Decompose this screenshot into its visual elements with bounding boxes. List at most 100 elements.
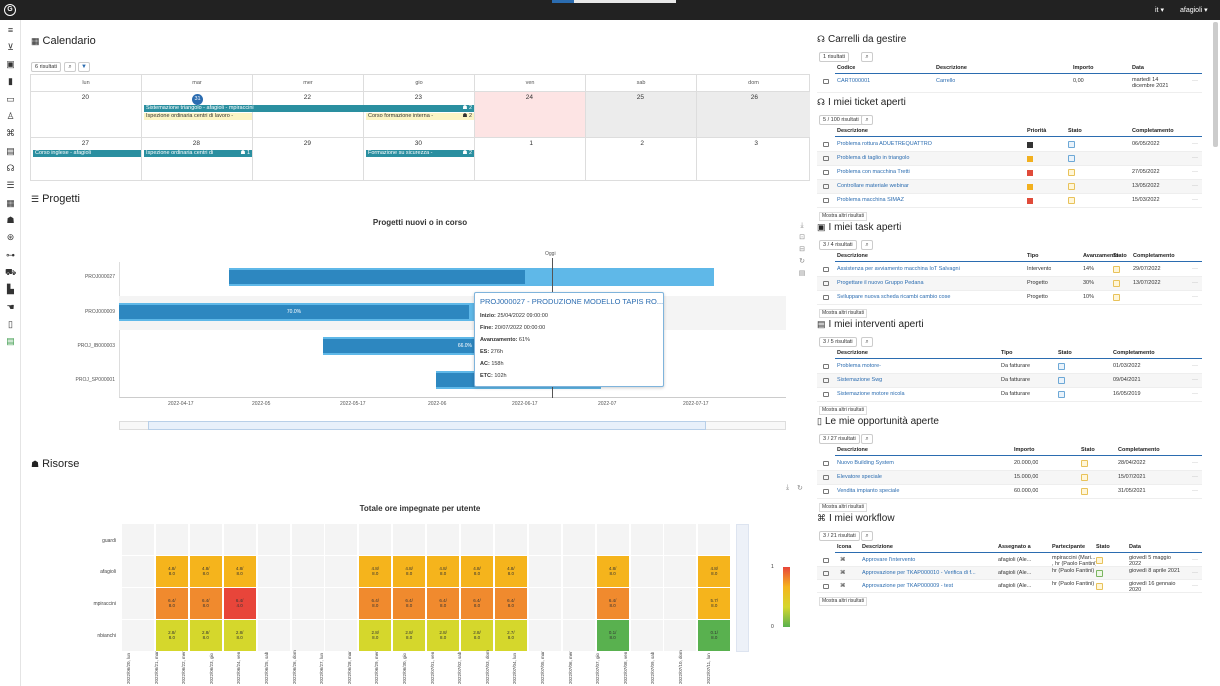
- heatmap-cell[interactable]: 6.4/ 8.0: [393, 588, 427, 620]
- heatmap-cell[interactable]: [393, 524, 427, 556]
- ticket-desc[interactable]: Controllare materiale webinar: [837, 183, 909, 189]
- heatmap-cell[interactable]: [257, 524, 291, 556]
- table-row[interactable]: Problema rottura ADUETREQUATTRO 06/05/202…: [817, 138, 1202, 152]
- row-menu-icon[interactable]: ···: [1192, 183, 1198, 189]
- table-row[interactable]: Progettare il nuovo Gruppo Pedana Progett…: [817, 277, 1202, 291]
- table-row[interactable]: Assistenza per avviamento macchina IoT S…: [817, 263, 1202, 277]
- heatmap-cell[interactable]: [528, 556, 562, 588]
- heatmap-cell[interactable]: 6.4/ 8.0: [461, 588, 494, 620]
- ticket-desc[interactable]: Problema di taglio in triangolo: [837, 155, 910, 161]
- heatmap-cell[interactable]: [630, 620, 664, 652]
- heatmap-cell[interactable]: [122, 620, 155, 652]
- search-icon[interactable]: ⌕: [64, 62, 76, 72]
- heatmap-cell[interactable]: 4.8/ 8.0: [359, 556, 393, 588]
- calendar-day[interactable]: 1: [475, 137, 586, 181]
- table-row[interactable]: Problema macchina SIMAZ 15/03/2022 ···: [817, 194, 1202, 208]
- opportunita-search-icon[interactable]: ⌕: [861, 434, 873, 444]
- workflow-desc[interactable]: Approvare l'intervento: [862, 557, 916, 563]
- task-results[interactable]: 3 / 4 risultati: [819, 240, 857, 250]
- heatmap-cell[interactable]: 4.8/ 8.0: [427, 556, 461, 588]
- heatmap-cell[interactable]: [562, 556, 596, 588]
- heatmap-cell[interactable]: 5.7/ 8.0: [698, 588, 732, 620]
- heatmap-cell[interactable]: [189, 524, 223, 556]
- table-row[interactable]: Elevatore speciale 15.000,00 15/07/2021 ···: [817, 471, 1202, 485]
- interventi-search-icon[interactable]: ⌕: [861, 337, 873, 347]
- calendar-day[interactable]: 27: [31, 137, 142, 181]
- table-row[interactable]: Controllare materiale webinar 13/05/2022 ·…: [817, 180, 1202, 194]
- open-icon[interactable]: [823, 267, 829, 272]
- heatmap-cell[interactable]: [223, 524, 257, 556]
- interventi-desc[interactable]: Problema motore-: [837, 363, 882, 369]
- open-icon[interactable]: [823, 198, 829, 203]
- row-menu-icon[interactable]: ···: [1192, 197, 1198, 203]
- calendar-day[interactable]: 30: [364, 137, 475, 181]
- heatmap-cell[interactable]: 2.8/ 8.0: [461, 620, 494, 652]
- heatmap-cell[interactable]: [291, 524, 325, 556]
- table-row[interactable]: ⌘ Approvare l'intervento afagioli (Ale... m…: [817, 554, 1202, 567]
- heatmap-cell[interactable]: [325, 620, 359, 652]
- heatmap-cell[interactable]: 4.8/ 8.0: [155, 556, 189, 588]
- row-menu-icon[interactable]: ···: [1192, 474, 1198, 480]
- heatmap-cell[interactable]: [291, 588, 325, 620]
- calendar-day[interactable]: 2: [586, 137, 697, 181]
- hand-icon[interactable]: ☚: [6, 302, 15, 312]
- truck-icon[interactable]: ⛟: [5, 267, 17, 277]
- filter-icon[interactable]: ▼: [78, 62, 90, 72]
- heatmap-cell[interactable]: [257, 588, 291, 620]
- zoom-icon[interactable]: ⊡: [799, 234, 805, 241]
- heatmap-cell[interactable]: [528, 524, 562, 556]
- heatmap-cell[interactable]: [291, 620, 325, 652]
- open-icon[interactable]: [823, 392, 829, 397]
- heatmap-cell[interactable]: [257, 556, 291, 588]
- heatmap-cell[interactable]: [664, 524, 698, 556]
- interventi-desc[interactable]: Sistemazione Swg: [837, 377, 883, 383]
- calendar-event[interactable]: Corso formazione interna - ☗ 2: [366, 113, 474, 120]
- task-desc[interactable]: Assistenza per avviamento macchina IoT S…: [837, 266, 960, 272]
- heatmap-cell[interactable]: 4.8/ 8.0: [223, 556, 257, 588]
- heatmap-scroll[interactable]: [736, 524, 749, 652]
- heatmap-cell[interactable]: [596, 524, 630, 556]
- heatmap-cell[interactable]: [257, 620, 291, 652]
- folder-icon[interactable]: ▭: [6, 94, 15, 104]
- heatmap-cell[interactable]: [562, 620, 596, 652]
- row-menu-icon[interactable]: ···: [1192, 583, 1198, 589]
- refresh-icon[interactable]: ↻: [799, 258, 805, 265]
- refresh-icon[interactable]: ↻: [797, 485, 803, 492]
- calendar-results[interactable]: 6 risultati: [31, 62, 62, 72]
- interventi-results[interactable]: 3 / 5 risultati: [819, 337, 857, 347]
- language-selector[interactable]: it ▾: [1155, 7, 1164, 14]
- heatmap-cell[interactable]: 6.4/ 8.0: [155, 588, 189, 620]
- heatmap-cell[interactable]: [325, 524, 359, 556]
- carrelli-search-icon[interactable]: ⌕: [861, 52, 873, 62]
- open-icon[interactable]: [823, 170, 829, 175]
- menu-icon[interactable]: ≡: [7, 25, 14, 35]
- calendar-day[interactable]: 25: [586, 91, 697, 137]
- opportunita-more-button[interactable]: Mostra altri risultati: [819, 503, 867, 512]
- headset-icon[interactable]: ☊: [6, 163, 15, 173]
- table-row[interactable]: ⌘ Approvazione per TKAP000010 - Verifica …: [817, 567, 1202, 580]
- heatmap-cell[interactable]: [528, 588, 562, 620]
- heatmap-cell[interactable]: [630, 556, 664, 588]
- view-icon[interactable]: [823, 584, 829, 589]
- heatmap-cell[interactable]: 4.8/ 8.0: [393, 556, 427, 588]
- calendar-day[interactable]: 22: [253, 91, 364, 137]
- heatmap-cell[interactable]: 4.8/ 8.0: [494, 556, 528, 588]
- building-icon[interactable]: ▤: [6, 146, 15, 156]
- heatmap-cell[interactable]: 2.8/ 8.0: [155, 620, 189, 652]
- calendar-day[interactable]: 29: [253, 137, 364, 181]
- calendar-day[interactable]: 31: [142, 91, 253, 137]
- opportunita-results[interactable]: 3 / 27 risultati: [819, 434, 860, 444]
- calendar-day[interactable]: 23: [364, 91, 475, 137]
- open-icon[interactable]: [823, 142, 829, 147]
- heatmap-cell[interactable]: 2.8/ 8.0: [393, 620, 427, 652]
- row-menu-icon[interactable]: ···: [1192, 280, 1198, 286]
- app-logo[interactable]: G: [4, 4, 16, 16]
- row-menu-icon[interactable]: ···: [1192, 460, 1198, 466]
- ticket-desc[interactable]: Problema macchina SIMAZ: [837, 197, 904, 203]
- heatmap-cell[interactable]: 6.4/ 8.0: [359, 588, 393, 620]
- flask-icon[interactable]: ♙: [6, 111, 15, 121]
- table-row[interactable]: Problema di taglio in triangolo ···: [817, 152, 1202, 166]
- heatmap-cell[interactable]: 2.8/ 8.0: [189, 620, 223, 652]
- view-icon[interactable]: [823, 571, 829, 576]
- open-icon[interactable]: [823, 461, 829, 466]
